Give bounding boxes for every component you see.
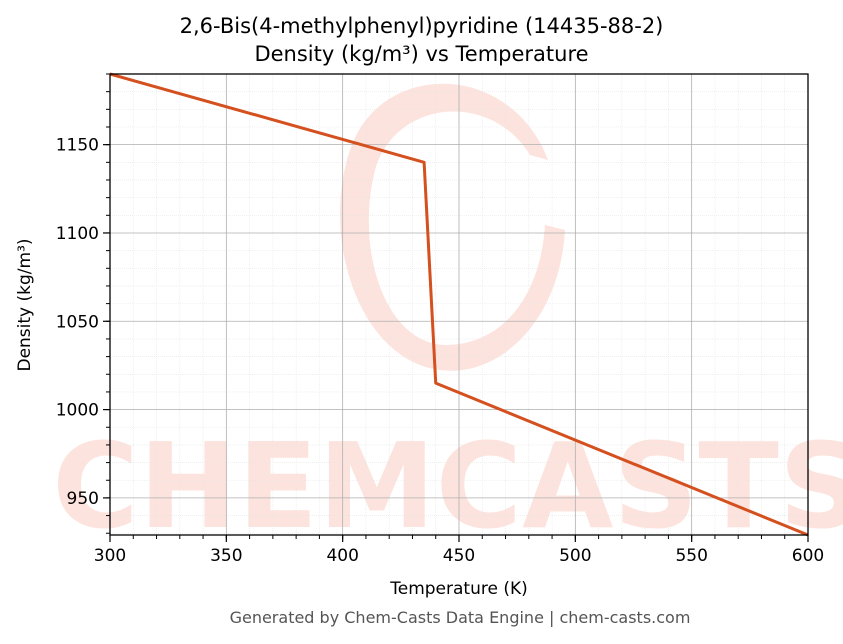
axis-ticks: 300 350 400 450 500 550 600 950 1000 1050 1100 1150: [56, 73, 824, 566]
x-tick-label: 350: [210, 546, 242, 566]
y-tick-label: 950: [67, 489, 99, 509]
x-tick-label: 600: [792, 546, 824, 566]
density-series-line: [109, 72, 809, 537]
x-tick-label: 400: [326, 546, 358, 566]
chart-title: 2,6-Bis(4-methylphenyl)pyridine (14435-8…: [179, 14, 664, 38]
chemcasts-watermark: CHEMCASTS: [52, 83, 843, 555]
watermark-text: CHEMCASTS: [52, 417, 843, 555]
y-axis-label: Density (kg/m³): [15, 238, 35, 371]
chart-subtitle: Density (kg/m³) vs Temperature: [254, 42, 589, 66]
y-tick-label: 1000: [56, 401, 99, 421]
x-axis-label: Temperature (K): [389, 579, 528, 599]
footer-credit: Generated by Chem-Casts Data Engine | ch…: [229, 608, 691, 627]
series-layer: [109, 72, 809, 537]
x-tick-label: 300: [94, 546, 126, 566]
y-tick-label: 1100: [56, 224, 99, 244]
y-tick-label: 1050: [56, 312, 99, 332]
y-tick-label: 1150: [56, 136, 99, 156]
x-tick-label: 450: [443, 546, 475, 566]
x-tick-label: 550: [675, 546, 707, 566]
x-tick-label: 500: [559, 546, 591, 566]
